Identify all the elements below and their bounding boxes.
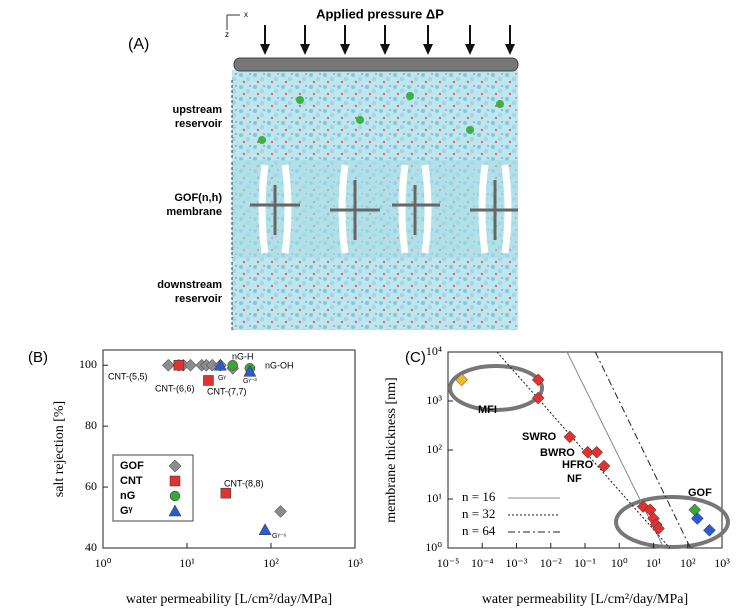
axis-x: x bbox=[244, 10, 248, 19]
gof-ellipse bbox=[616, 497, 728, 547]
legend-label: n = 16 bbox=[462, 489, 496, 504]
y-tick-label: 10⁰ bbox=[425, 540, 442, 554]
legend-label: GOF bbox=[120, 460, 144, 472]
x-tick-label: 10⁰ bbox=[611, 556, 628, 570]
marker bbox=[184, 359, 196, 371]
region-label: upstream bbox=[172, 104, 222, 116]
figure: (A) Applied pressure ΔP x z bbox=[0, 0, 736, 611]
marker bbox=[174, 360, 184, 370]
annotation: Gᵞ⁻⁶ bbox=[272, 533, 286, 540]
y-tick-label: 10³ bbox=[426, 393, 442, 407]
x-tick-label: 10⁻² bbox=[540, 556, 562, 570]
x-tick-label: 10⁻⁴ bbox=[471, 556, 494, 570]
ref-line bbox=[595, 352, 690, 548]
marker bbox=[203, 375, 213, 385]
y-tick-label: 80 bbox=[85, 418, 97, 432]
legend-marker bbox=[170, 476, 180, 486]
x-tick-label: 10² bbox=[680, 556, 696, 570]
legend-marker bbox=[170, 491, 180, 501]
marker bbox=[228, 360, 238, 370]
y-tick-label: 40 bbox=[85, 540, 97, 554]
y-tick-label: 60 bbox=[85, 479, 97, 493]
panel-label: (A) bbox=[128, 36, 149, 53]
x-axis-label: water permeability [L/cm²/day/MPa] bbox=[482, 592, 688, 607]
annotation: HFRO bbox=[562, 459, 594, 471]
marker bbox=[275, 505, 287, 517]
marker bbox=[259, 524, 271, 535]
marker bbox=[564, 431, 576, 443]
x-tick-label: 10² bbox=[263, 556, 279, 570]
y-axis-label: membrane thickness [nm] bbox=[384, 377, 399, 522]
annotation: CNT-(5,5) bbox=[108, 371, 148, 381]
region-label: reservoir bbox=[175, 118, 223, 130]
x-tick-label: 10⁻³ bbox=[506, 556, 528, 570]
pressure-plate bbox=[234, 58, 518, 71]
x-tick-label: 10¹ bbox=[179, 556, 195, 570]
x-tick-label: 10³ bbox=[714, 556, 730, 570]
y-tick-label: 10⁴ bbox=[426, 344, 442, 358]
y-tick-label: 10¹ bbox=[426, 491, 442, 505]
annotation: CNT-(6,6) bbox=[155, 383, 195, 393]
x-axis-label: water permeability [L/cm²/day/MPa] bbox=[126, 592, 332, 607]
legend-label: n = 32 bbox=[462, 506, 495, 521]
arrow-heads bbox=[260, 44, 515, 55]
axis-icon: x z bbox=[225, 10, 248, 39]
annotation: nG-OH bbox=[265, 360, 294, 370]
region-label: downstream bbox=[157, 279, 222, 291]
x-tick-label: 10¹ bbox=[646, 556, 662, 570]
legend-label: n = 64 bbox=[462, 523, 496, 538]
annotation: GOF bbox=[688, 487, 712, 499]
annotation: Gᵞ bbox=[218, 375, 226, 382]
region-label: membrane bbox=[166, 206, 222, 218]
region-label: reservoir bbox=[175, 293, 223, 305]
ref-line bbox=[497, 352, 670, 548]
x-tick-label: 10³ bbox=[347, 556, 363, 570]
marker bbox=[221, 488, 231, 498]
x-tick-label: 10⁻⁵ bbox=[437, 556, 460, 570]
legend-label: CNT bbox=[120, 475, 143, 487]
y-axis-label: salt rejection [%] bbox=[52, 401, 67, 497]
region-labels: upstream reservoir GOF(n,h) membrane downstr… bbox=[157, 104, 223, 305]
x-tick-label: 10⁻¹ bbox=[574, 556, 596, 570]
panel-label: (B) bbox=[28, 349, 48, 366]
legend-label: Gᵞ bbox=[120, 505, 134, 517]
axis-z: z bbox=[225, 30, 229, 39]
annotation: MFI bbox=[478, 404, 497, 416]
y-tick-label: 10² bbox=[426, 442, 442, 456]
panel-label: (C) bbox=[405, 349, 426, 366]
annotation: BWRO bbox=[540, 447, 575, 459]
annotation: CNT-(7,7) bbox=[207, 386, 247, 396]
membrane bbox=[232, 160, 518, 258]
x-tick-label: 10⁰ bbox=[95, 556, 112, 570]
marker bbox=[598, 460, 610, 472]
region-label: GOF(n,h) bbox=[174, 192, 222, 204]
legend-label: nG bbox=[120, 490, 135, 502]
marker bbox=[703, 524, 715, 536]
annotation: NF bbox=[567, 473, 582, 485]
annotation: Gᵞ⁻³ bbox=[243, 378, 257, 385]
annotation: CNT-(8,8) bbox=[224, 478, 264, 488]
annotation: SWRO bbox=[522, 431, 557, 443]
panel-a: (A) Applied pressure ΔP x z bbox=[128, 6, 518, 330]
annotation: nG-H bbox=[232, 351, 254, 361]
pressure-title: Applied pressure ΔP bbox=[316, 6, 444, 21]
marker bbox=[591, 446, 603, 458]
y-tick-label: 100 bbox=[79, 357, 97, 371]
